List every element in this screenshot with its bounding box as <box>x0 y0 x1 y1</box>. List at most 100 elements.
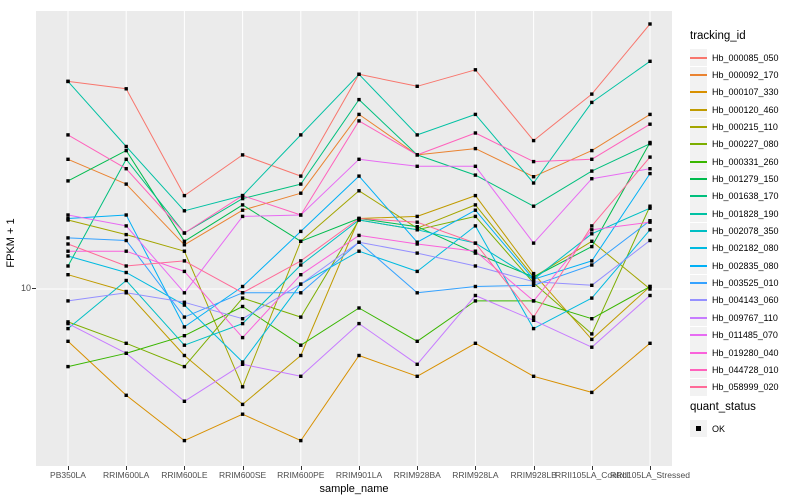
legend-key-icon <box>690 239 707 257</box>
point-Hb_000227_080-RRIM928LA <box>473 214 478 219</box>
point-Hb_000120_460-RRIM600SE <box>240 402 245 407</box>
point-Hb_009767_110-RRII105LA_Control <box>590 345 594 349</box>
point-Hb_009767_110-PB350LA <box>66 321 70 326</box>
point-Hb_000120_460-RRIM928LB <box>531 271 536 276</box>
point-Hb_002078_350-RRIM600SE <box>240 321 245 326</box>
point-Hb_000120_460-RRIM928BA <box>415 214 419 219</box>
legend-key-icon <box>690 118 707 136</box>
legend-label: Hb_000085_050 <box>712 52 779 63</box>
point-Hb_001279_150-RRIM600LE <box>182 239 187 243</box>
legend-label: Hb_009767_110 <box>712 312 778 323</box>
x-tick-label-RRII105LA_Control: RRII105LA_Control <box>554 470 629 480</box>
point-Hb_003525_010-PB350LA <box>66 236 70 240</box>
point-Hb_000120_460-PB350LA <box>66 273 70 277</box>
legend-entry-Hb_000092_170: Hb_000092_170 <box>690 66 779 84</box>
point-Hb_011485_070-PB350LA <box>66 213 70 217</box>
point-Hb_058999_020-RRIM600SE <box>240 291 245 295</box>
legend-entry-Hb_002835_080: Hb_002835_080 <box>690 257 779 275</box>
legend-key-line-icon <box>690 282 707 285</box>
legend-key-icon <box>690 49 707 67</box>
legend-tracking-id: tracking_id Hb_000085_050 Hb_000092_170 Hb… <box>690 30 779 396</box>
legend-label: OK <box>712 423 726 434</box>
point-Hb_002078_350-RRIM600PE <box>299 263 303 267</box>
point-Hb_058999_020-RRIM901LA <box>357 216 361 221</box>
point-Hb_002835_080-RRIM600LA <box>124 213 128 217</box>
legend-key-line-icon <box>690 299 707 302</box>
point-Hb_009767_110-RRIM928LB <box>531 318 536 322</box>
legend-entry-Hb_019280_040: Hb_019280_040 <box>690 344 779 362</box>
point-Hb_009767_110-RRIM928BA <box>415 362 419 366</box>
point-Hb_044728_010-RRIM928LA <box>473 131 478 135</box>
point-Hb_000331_260-RRIM600LE <box>182 334 187 338</box>
point-Hb_000331_260-RRIM600SE <box>240 304 245 309</box>
legend-label: Hb_002078_350 <box>712 226 779 237</box>
point-Hb_011485_070-RRII105LA_Stressed <box>648 167 652 171</box>
point-Hb_002835_080-RRIM600LE <box>182 325 187 329</box>
point-Hb_019280_040-RRIM928LA <box>473 249 478 253</box>
legend-label: Hb_003525_010 <box>712 278 779 289</box>
x-tick-label-RRIM600SE: RRIM600SE <box>218 470 267 480</box>
point-Hb_011485_070-RRIM600SE <box>240 214 245 219</box>
legend-key-line-icon <box>690 56 707 59</box>
x-tick-mark <box>475 466 477 470</box>
point-Hb_000085_050-RRIM928LB <box>531 138 536 143</box>
legend-title-tracking-id: tracking_id <box>690 30 746 42</box>
point-Hb_044728_010-RRIM600PE <box>299 213 303 217</box>
point-Hb_001638_170-RRIM901LA <box>357 97 361 102</box>
y-axis-title: FPKM + 1 <box>5 218 17 268</box>
legend-key-line-icon <box>690 91 707 94</box>
point-Hb_002078_350-RRIM928BA <box>415 228 419 232</box>
legend-key-line-icon <box>690 247 707 250</box>
point-Hb_000331_260-RRIM901LA <box>357 306 361 310</box>
point-Hb_001638_170-RRIM928LB <box>531 204 536 208</box>
point-Hb_001638_170-RRIM600SE <box>240 196 245 201</box>
point-Hb_001828_190-RRIM901LA <box>357 72 361 76</box>
point-Hb_001279_150-RRIM600PE <box>299 239 303 243</box>
point-Hb_009767_110-RRIM600SE <box>240 362 245 366</box>
point-Hb_001279_150-RRIM600LA <box>124 148 128 153</box>
point-Hb_001828_190-RRIM600PE <box>299 133 303 137</box>
point-Hb_058999_020-RRIM928BA <box>415 220 419 224</box>
point-Hb_011485_070-RRII105LA_Control <box>590 177 594 181</box>
point-Hb_002182_080-RRII105LA_Control <box>590 296 594 300</box>
point-Hb_003525_010-RRIM928LA <box>473 284 478 289</box>
point-Hb_001279_150-RRIM928LB <box>531 275 536 279</box>
x-tick-label-RRIM928LB: RRIM928LB <box>510 470 557 480</box>
x-tick-mark <box>68 466 69 470</box>
x-tick-mark <box>650 466 651 470</box>
legend-key-icon <box>690 83 707 101</box>
point-Hb_003525_010-RRIM928BA <box>415 291 419 295</box>
point-Hb_044728_010-RRIM600LA <box>124 167 128 171</box>
legend-key-icon <box>690 326 707 344</box>
point-Hb_001279_150-RRIM600SE <box>240 203 245 207</box>
point-Hb_000331_260-RRIM600PE <box>299 343 303 347</box>
legend-entry-Hb_001638_170: Hb_001638_170 <box>690 187 779 205</box>
point-Hb_000331_260-RRIM928LA <box>473 299 478 303</box>
point-Hb_001279_150-RRIM928BA <box>415 225 419 229</box>
x-tick-label-PB350LA: PB350LA <box>50 470 86 480</box>
point-Hb_000120_460-RRII105LA_Control <box>590 337 594 342</box>
point-Hb_009767_110-RRIM600PE <box>299 374 303 378</box>
legend-label: Hb_019280_040 <box>712 347 779 358</box>
point-Hb_000215_110-RRIM600SE <box>240 385 245 389</box>
legend-key-icon <box>690 361 707 379</box>
point-Hb_002835_080-RRIM928LB <box>531 277 536 281</box>
point-Hb_002835_080-PB350LA <box>66 216 70 221</box>
point-Hb_019280_040-PB350LA <box>66 249 70 253</box>
legend-key-line-icon <box>690 195 707 198</box>
legend-key-line-icon <box>690 351 707 354</box>
legend-entry-Hb_002182_080: Hb_002182_080 <box>690 239 779 257</box>
legend-label: Hb_058999_020 <box>712 382 779 393</box>
point-Hb_000331_260-PB350LA <box>66 364 70 369</box>
point-Hb_058999_020-RRIM928LA <box>473 241 478 245</box>
legend-key-icon <box>690 187 707 205</box>
point-Hb_019280_040-RRIM928LB <box>531 299 536 303</box>
x-tick-label-RRIM600LA: RRIM600LA <box>103 470 150 480</box>
legend-key-line-icon <box>690 74 707 77</box>
legend-label: Hb_004143_060 <box>712 295 779 306</box>
point-Hb_001638_170-RRIM600LA <box>124 157 128 161</box>
legend-label: Hb_000227_080 <box>712 139 779 150</box>
point-Hb_009767_110-RRIM600LE <box>182 399 187 403</box>
point-Hb_044728_010-RRIM928BA <box>415 153 419 157</box>
